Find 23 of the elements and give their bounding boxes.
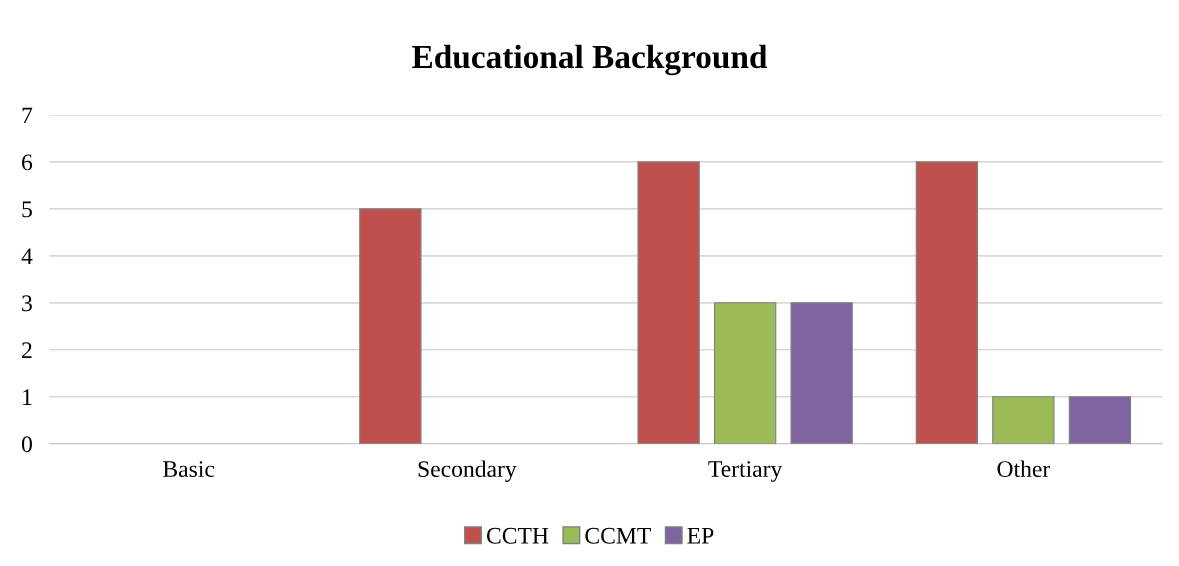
legend-label: EP bbox=[687, 527, 714, 544]
x-tick-label: Basic bbox=[163, 461, 215, 478]
bar bbox=[713, 302, 777, 444]
bar bbox=[359, 208, 422, 444]
y-tick-label: 5 bbox=[22, 201, 32, 218]
chart-title: Educational Background bbox=[412, 44, 768, 76]
y-tick-label: 1 bbox=[23, 389, 32, 405]
x-tick-label: Other bbox=[997, 460, 1051, 478]
bar bbox=[992, 396, 1055, 444]
y-tick-label: 0 bbox=[21, 436, 32, 453]
y-tick-label: 2 bbox=[22, 342, 32, 358]
x-tick-label: Secondary bbox=[418, 460, 517, 482]
bar bbox=[637, 161, 700, 444]
y-tick-label: 7 bbox=[22, 107, 33, 124]
x-tick-label: Tertiary bbox=[708, 461, 783, 482]
bar bbox=[915, 161, 979, 444]
bar bbox=[790, 302, 853, 444]
bar bbox=[1068, 396, 1132, 444]
legend-label: CCTH bbox=[486, 527, 549, 544]
y-tick-label: 6 bbox=[22, 154, 33, 171]
y-tick-label: 4 bbox=[21, 248, 33, 265]
legend-label: CCMT bbox=[585, 527, 651, 544]
y-tick-label: 3 bbox=[22, 295, 32, 312]
